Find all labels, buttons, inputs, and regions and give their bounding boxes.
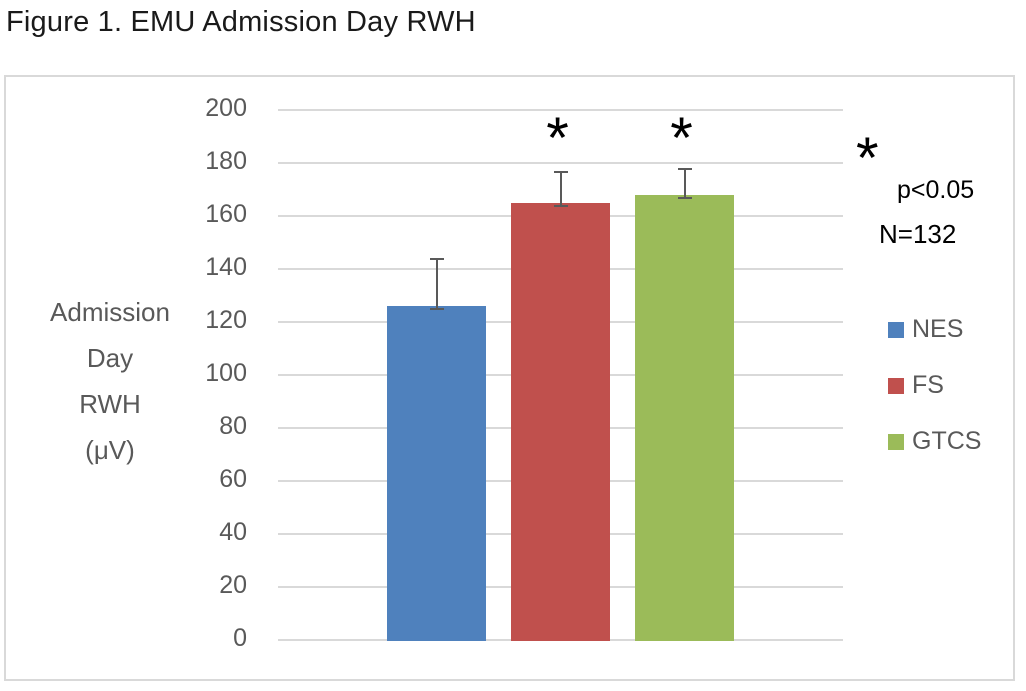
error-bar-nes [435, 258, 438, 311]
legend-item-nes: NES [888, 315, 963, 344]
error-bar-cap-top-nes [429, 258, 444, 261]
error-bar-cap-bottom-gtcs [677, 196, 692, 199]
gridline-200 [278, 109, 843, 111]
legend-swatch-gtcs [888, 433, 904, 450]
y-tick-label-0: 0 [233, 624, 247, 652]
legend-significance-asterisk: * [856, 126, 879, 191]
y-tick-label-160: 160 [205, 200, 247, 228]
y-tick-label-180: 180 [205, 147, 247, 175]
y-axis-title: Admission Day RWH (μV) [25, 289, 195, 473]
bar-gtcs [635, 194, 734, 641]
legend-item-gtcs: GTCS [888, 427, 981, 456]
error-bar-cap-bottom-nes [429, 308, 444, 311]
y-axis-title-line: RWH [79, 389, 141, 419]
error-bar-fs [559, 170, 562, 207]
significance-note: p<0.05 [897, 176, 975, 204]
bar-fs [511, 202, 610, 641]
y-tick-label-60: 60 [219, 465, 247, 493]
legend-label-nes: NES [912, 315, 964, 343]
legend-item-fs: FS [888, 371, 944, 400]
y-axis-title-line: Day [86, 343, 134, 373]
error-bar-cap-top-gtcs [677, 168, 692, 171]
sample-size-note: N=132 [879, 219, 957, 249]
legend-label-gtcs: GTCS [912, 427, 982, 455]
y-tick-label-100: 100 [205, 359, 247, 387]
legend-swatch-fs [888, 377, 904, 394]
error-bar-gtcs [683, 168, 686, 199]
y-tick-label-80: 80 [219, 412, 247, 440]
y-tick-label-200: 200 [205, 94, 247, 122]
y-tick-label-20: 20 [219, 571, 247, 599]
error-bar-cap-bottom-fs [553, 204, 568, 207]
y-axis-title-line: (μV) [85, 435, 135, 465]
y-tick-label-140: 140 [205, 253, 247, 281]
gridline-180 [278, 162, 843, 164]
significance-asterisk-gtcs: * [670, 106, 693, 171]
y-axis-title-line: Admission [50, 297, 170, 327]
figure-title: Figure 1. EMU Admission Day RWH [6, 6, 476, 38]
legend-label-fs: FS [912, 371, 944, 399]
chart-plot-border [4, 75, 1015, 681]
bar-nes [387, 306, 486, 641]
legend-swatch-nes [888, 321, 904, 338]
y-tick-label-40: 40 [219, 518, 247, 546]
significance-asterisk-fs: * [546, 106, 569, 171]
y-tick-label-120: 120 [205, 306, 247, 334]
error-bar-cap-top-fs [553, 170, 568, 173]
